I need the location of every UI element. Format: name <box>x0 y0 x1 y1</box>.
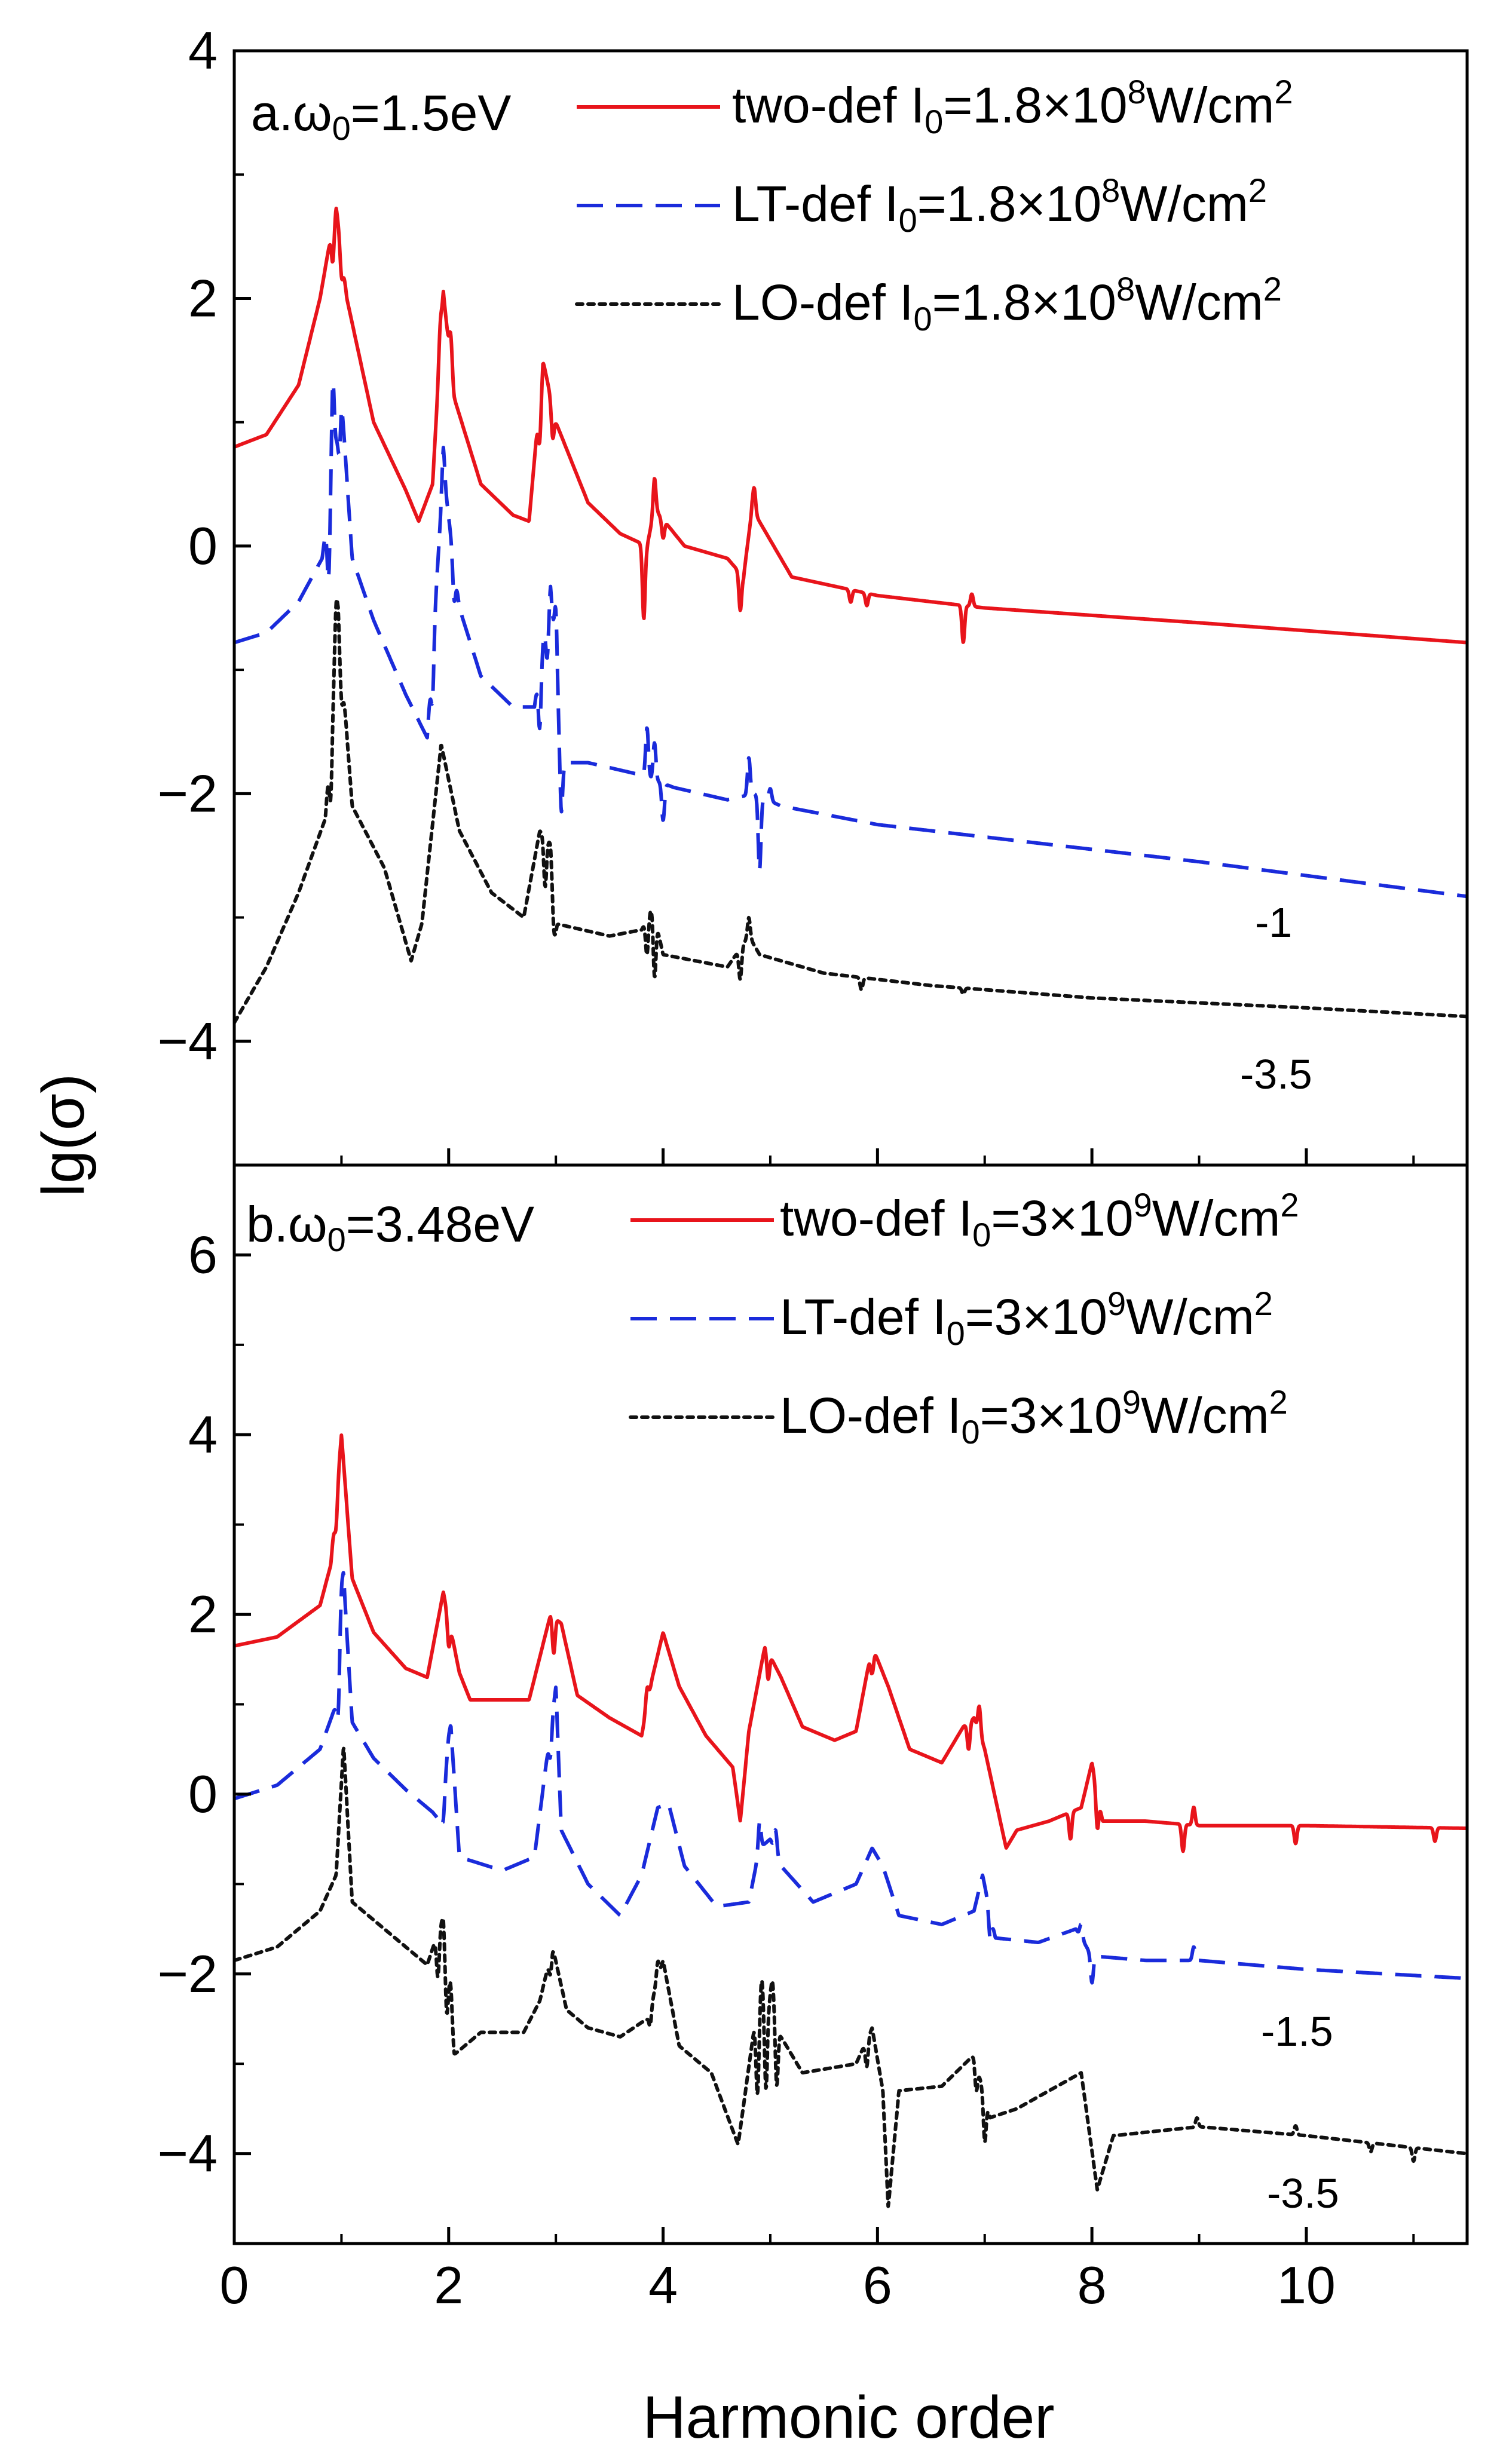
x-axis-label: Harmonic order <box>642 2384 1054 2451</box>
x-tick-label: 6 <box>863 2255 892 2315</box>
y-tick-label: −4 <box>158 1012 218 1071</box>
series-line-two-def <box>234 209 1467 643</box>
offset-label: -1 <box>1255 899 1292 946</box>
x-tick-label: 2 <box>434 2255 463 2315</box>
legend-label-LT-def: LT-def I0=3×109W/cm2 <box>780 1285 1273 1352</box>
y-tick-label: −2 <box>158 764 218 823</box>
y-tick-label: 0 <box>188 516 218 575</box>
legend-label-LT-def: LT-def I0=1.8×108W/cm2 <box>732 171 1267 239</box>
series-line-LO-def <box>234 1748 1467 2206</box>
series-line-two-def <box>234 1435 1467 1851</box>
y-tick-label: 2 <box>188 1585 218 1644</box>
panel-a-title: a.ω0=1.5eV <box>251 85 511 147</box>
y-tick-label: 6 <box>188 1225 218 1284</box>
x-tick-label: 4 <box>648 2255 678 2315</box>
series-line-LT-def <box>234 383 1467 897</box>
legend-label-two-def: two-def I0=1.8×108W/cm2 <box>732 73 1293 140</box>
x-tick-label: 8 <box>1077 2255 1107 2315</box>
series-line-LO-def <box>234 599 1467 1023</box>
y-tick-label: −4 <box>158 2124 218 2183</box>
panel-a: 4 2 0 −2 −4 a.ω0=1.5eV two-def I0=1.8×108W/c… <box>158 21 1467 1165</box>
y-tick-label: 2 <box>188 268 218 327</box>
offset-label: -1.5 <box>1261 2008 1333 2055</box>
panel-b-title: b.ω0=3.48eV <box>246 1196 534 1258</box>
y-tick-label: 4 <box>188 21 218 80</box>
y-tick-label: −2 <box>158 1944 218 2003</box>
legend-label-LO-def: LO-def I0=3×109W/cm2 <box>780 1383 1288 1451</box>
x-tick-label: 0 <box>220 2255 249 2315</box>
panel-b: 6 4 2 0 −2 −4 0 2 4 6 8 10 b.ω0=3.48eV two-def I0=3… <box>158 1165 1467 2315</box>
x-tick-label: 10 <box>1277 2255 1336 2315</box>
legend-label-two-def: two-def I0=3×109W/cm2 <box>780 1186 1299 1254</box>
offset-label: -3.5 <box>1267 2170 1339 2217</box>
figure: 4 2 0 −2 −4 a.ω0=1.5eV two-def I0=1.8×108W/c… <box>0 0 1500 2464</box>
y-axis-label: lg(σ) <box>30 1074 97 1197</box>
legend-label-LO-def: LO-def I0=1.8×108W/cm2 <box>732 270 1282 338</box>
y-tick-label: 0 <box>188 1764 218 1824</box>
offset-label: -3.5 <box>1240 1051 1312 1098</box>
series-line-LT-def <box>234 1573 1467 1982</box>
y-tick-label: 4 <box>188 1405 218 1464</box>
